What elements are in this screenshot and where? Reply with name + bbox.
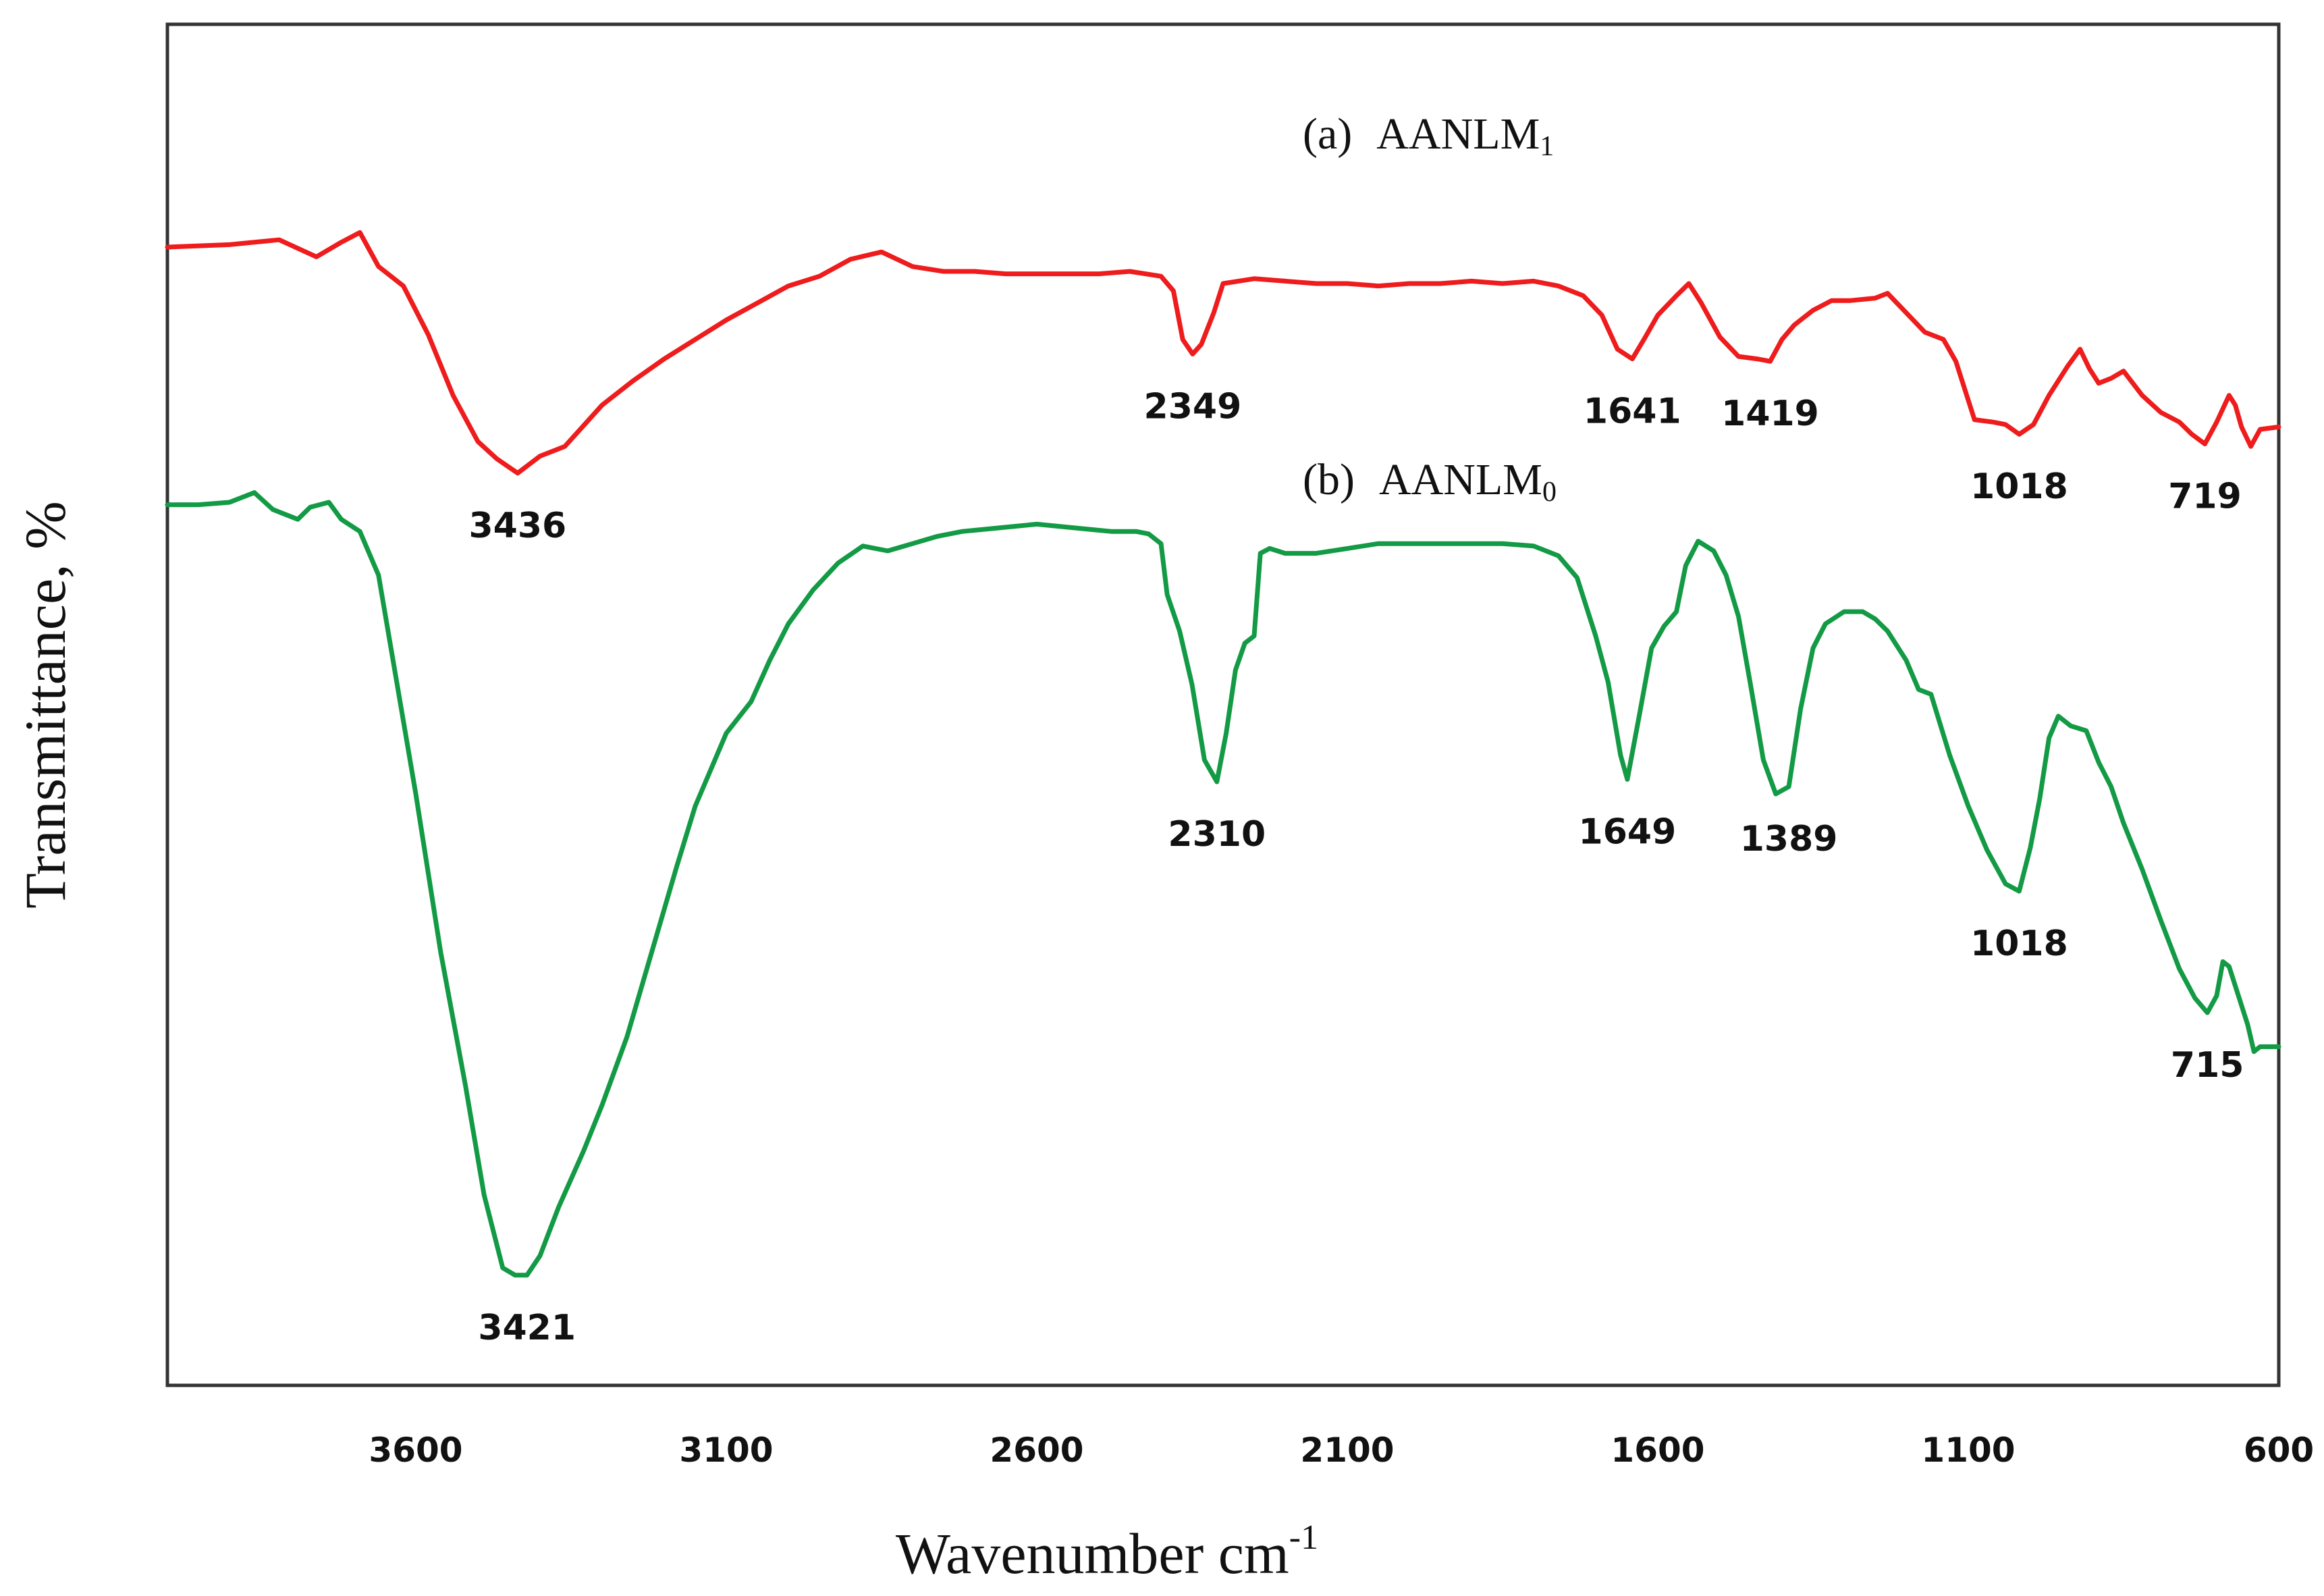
peak-label: 2349 <box>1144 386 1242 427</box>
x-axis-title-text: Wavenumber cm <box>896 1521 1289 1586</box>
peak-label: 1389 <box>1740 819 1838 859</box>
legend-subscript-b: 0 <box>1542 477 1557 508</box>
series-line-b <box>165 490 2281 1278</box>
peak-label: 715 <box>2171 1045 2244 1086</box>
plot-frame <box>165 22 2281 1387</box>
legend-subscript-a: 1 <box>1540 131 1554 162</box>
series-group <box>165 230 2281 1278</box>
x-tick-label: 2100 <box>1300 1431 1394 1470</box>
x-axis-title: Wavenumber cm-1 <box>896 1518 1318 1586</box>
x-tick-label: 2600 <box>990 1431 1083 1470</box>
x-axis-title-superscript: -1 <box>1289 1518 1318 1557</box>
peak-label: 1018 <box>1970 467 2068 507</box>
peak-label: 3421 <box>478 1308 576 1348</box>
legend-entry-b: (b) AANLM0 <box>1303 455 1557 508</box>
x-tick-label: 600 <box>2244 1431 2314 1470</box>
x-tick-label: 1100 <box>1921 1431 2015 1470</box>
legend-label-b: AANLM <box>1379 455 1542 504</box>
peak-label: 2310 <box>1168 814 1266 855</box>
peak-label: 1419 <box>1721 394 1819 434</box>
x-tick-label: 3600 <box>369 1431 462 1470</box>
series-line-a <box>165 230 2281 476</box>
peak-label: 719 <box>2168 477 2242 517</box>
peak-annotations: 3436 2349 1641 1419 1018 719 3421 2310 1649 1389 1… <box>469 386 2244 1348</box>
peak-label: 1018 <box>1970 924 2068 964</box>
peak-label: 3436 <box>469 506 567 546</box>
legend-prefix-b: (b) <box>1303 455 1355 504</box>
peak-label: 1641 <box>1584 392 1681 432</box>
x-axis-ticks: 3600 3100 2600 2100 1600 1100 600 <box>369 1431 2314 1470</box>
peak-label: 1649 <box>1579 812 1677 852</box>
x-tick-label: 1600 <box>1611 1431 1704 1470</box>
legend-entry-a: (a) AANLM1 <box>1303 109 1554 162</box>
y-axis-title: Transmittance, % <box>13 501 78 909</box>
legend-prefix-a: (a) <box>1303 109 1352 159</box>
x-tick-label: 3100 <box>679 1431 773 1470</box>
legend-label-a: AANLM <box>1376 109 1540 159</box>
